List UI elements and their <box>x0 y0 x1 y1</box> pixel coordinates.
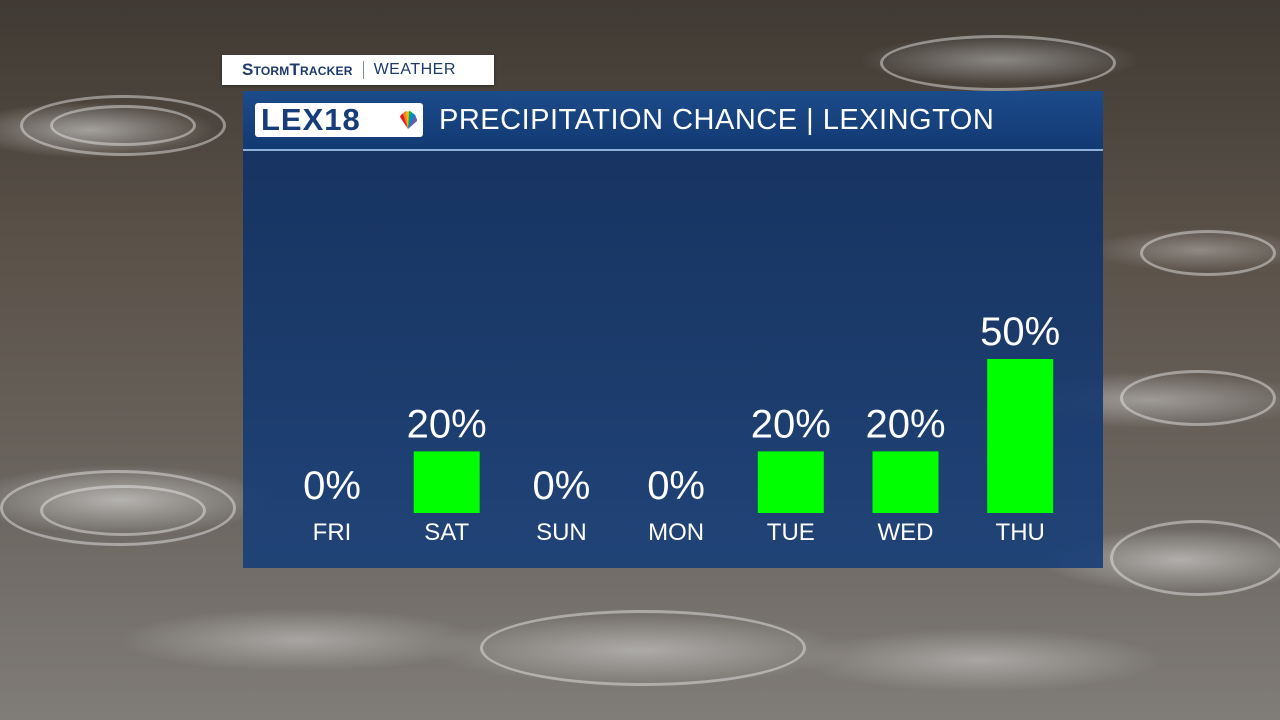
bar-sat <box>413 451 480 513</box>
value-label-fri: 0% <box>303 464 361 508</box>
stormtracker-weather-tag: StormTracker WEATHER <box>222 55 494 85</box>
stormtracker-brand: StormTracker <box>242 60 353 79</box>
category-label-sun: SUN <box>536 519 587 546</box>
category-label-fri: FRI <box>313 519 352 546</box>
category-label-wed: WED <box>878 519 934 546</box>
precipitation-bar-chart: 0% FRI 20% SAT 0% SUN 0% MON 20% TUE 20% WED 50% THU <box>303 310 1060 546</box>
category-label-mon: MON <box>648 519 704 546</box>
logo-text: LEX18 <box>261 102 361 137</box>
value-label-mon: 0% <box>647 464 705 508</box>
value-label-sun: 0% <box>532 464 590 508</box>
bar-thu <box>987 359 1054 513</box>
bar-tue <box>757 451 824 513</box>
value-label-tue: 20% <box>751 402 831 446</box>
value-label-wed: 20% <box>865 402 945 446</box>
value-label-sat: 20% <box>407 402 487 446</box>
chart-title: PRECIPITATION CHANCE | LEXINGTON <box>439 103 995 136</box>
bar-wed <box>872 451 939 513</box>
lex18-logo: LEX18 <box>255 103 423 137</box>
chart-header: LEX18 PRECIPITATION CHANCE | LEXINGTON <box>243 91 1103 151</box>
chart-panel: 0% FRI 20% SAT 0% SUN 0% MON 20% TUE 20% WED 50% THU <box>243 151 1103 568</box>
value-label-thu: 50% <box>980 310 1060 354</box>
category-label-thu: THU <box>996 519 1045 546</box>
category-label-tue: TUE <box>767 519 815 546</box>
nbc-peacock-icon <box>400 111 418 129</box>
weather-label: WEATHER <box>373 61 456 78</box>
category-label-sat: SAT <box>424 519 469 546</box>
tag-divider <box>362 61 364 79</box>
